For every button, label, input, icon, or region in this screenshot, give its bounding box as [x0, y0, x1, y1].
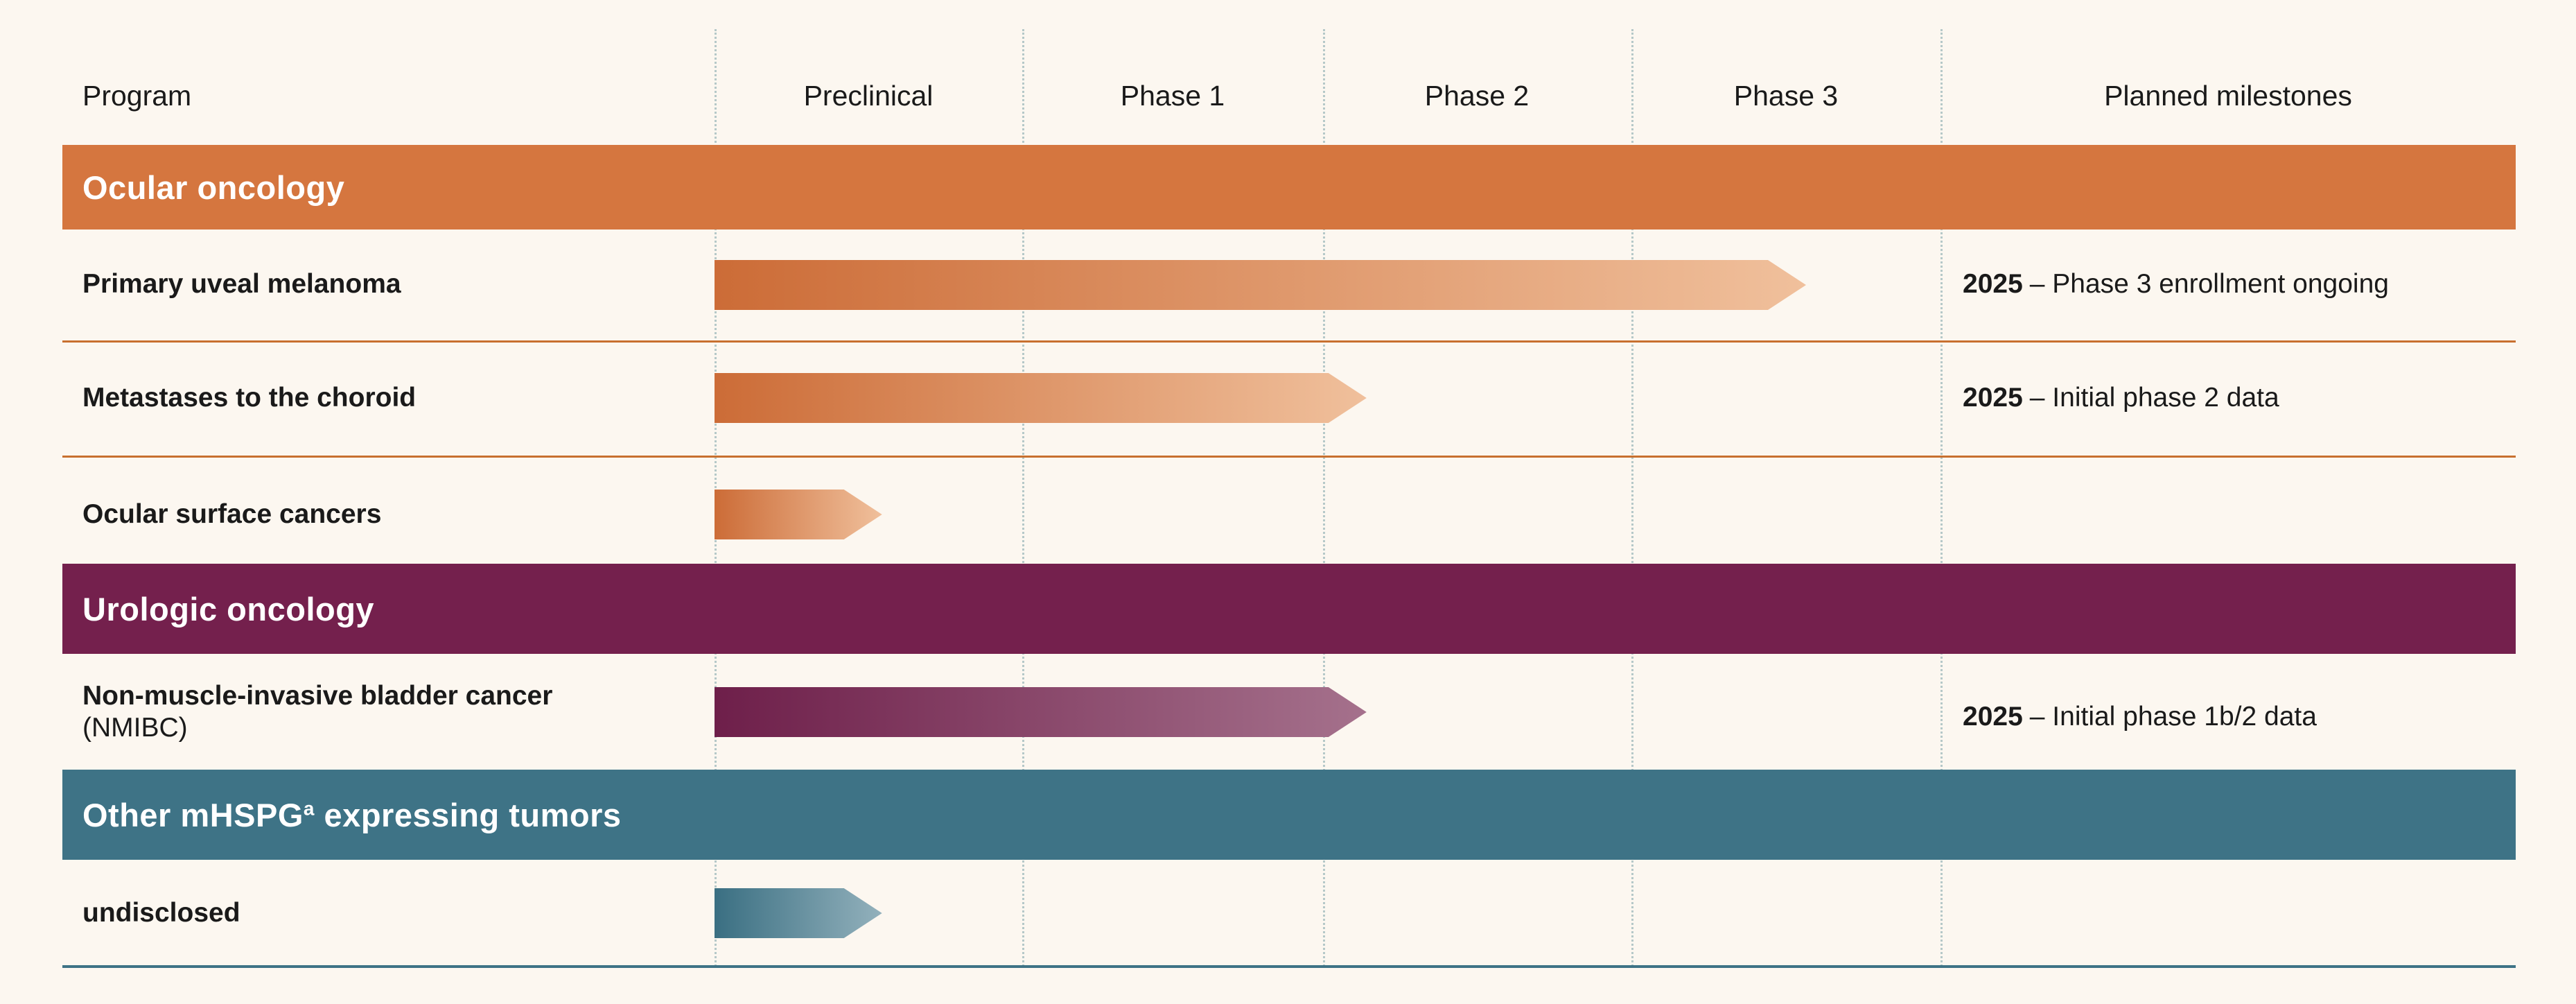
program-label-ocular-surface-cancers: Ocular surface cancers [82, 499, 382, 529]
progress-arrow-nmibc [715, 687, 1367, 737]
section-label: Ocular oncology [82, 168, 345, 206]
gridline-phase2-start [1323, 29, 1325, 967]
progress-arrow-primary-uveal-melanoma [715, 260, 1806, 310]
progress-track [715, 490, 2516, 539]
milestone-primary-uveal-melanoma: 2025– Phase 3 enrollment ongoing [1963, 269, 2389, 300]
bottom-rule [62, 965, 2516, 968]
progress-track [715, 888, 2516, 938]
column-header-phase-3: Phase 3 [1733, 80, 1839, 112]
progress-track [715, 260, 2516, 310]
milestone-metastases-choroid: 2025– Initial phase 2 data [1963, 383, 2279, 413]
column-header-program: Program [82, 80, 192, 112]
column-header-phase-1: Phase 1 [1120, 80, 1225, 112]
gridline-milestones-start [1940, 29, 1943, 967]
progress-arrow-ocular-surface-cancers [715, 490, 882, 539]
section-header-ocular-oncology: Ocular oncology [62, 145, 2516, 230]
milestone-text: – Phase 3 enrollment ongoing [2029, 269, 2389, 299]
column-header-planned-milestones: Planned milestones [2104, 80, 2352, 112]
milestone-year: 2025 [1963, 383, 2023, 413]
column-header-preclinical: Preclinical [803, 80, 934, 112]
row-separator [62, 456, 2516, 458]
program-name: Non-muscle-invasive bladder cancer [82, 681, 553, 711]
program-subname: (NMIBC) [82, 713, 188, 743]
milestone-year: 2025 [1963, 702, 2023, 732]
section-header-urologic-oncology: Urologic oncology [62, 564, 2516, 654]
footnote-marker: a [303, 797, 315, 819]
section-header-other-mhspg: Other mHSPGa expressing tumors [62, 770, 2516, 860]
milestone-nmibc: 2025– Initial phase 1b/2 data [1963, 702, 2317, 732]
gridline-phase1-start [1022, 29, 1024, 967]
column-header-phase-2: Phase 2 [1424, 80, 1530, 112]
milestone-year: 2025 [1963, 269, 2023, 299]
program-label-nmibc: Non-muscle-invasive bladder cancer (NMIB… [82, 680, 552, 744]
progress-track [715, 687, 2516, 737]
program-label-metastases-choroid: Metastases to the choroid [82, 383, 417, 413]
program-label-primary-uveal-melanoma: Primary uveal melanoma [82, 269, 401, 299]
progress-arrow-metastases-choroid [715, 373, 1367, 423]
program-label-undisclosed: undisclosed [82, 898, 240, 928]
section-label: Urologic oncology [82, 590, 375, 628]
gridline-phase3-start [1631, 29, 1633, 967]
section-label: Other mHSPGa expressing tumors [82, 796, 622, 833]
milestone-text: – Initial phase 1b/2 data [2029, 702, 2317, 732]
milestone-text: – Initial phase 2 data [2029, 383, 2279, 413]
progress-arrow-undisclosed [715, 888, 882, 938]
progress-track [715, 373, 2516, 423]
row-separator [62, 340, 2516, 343]
